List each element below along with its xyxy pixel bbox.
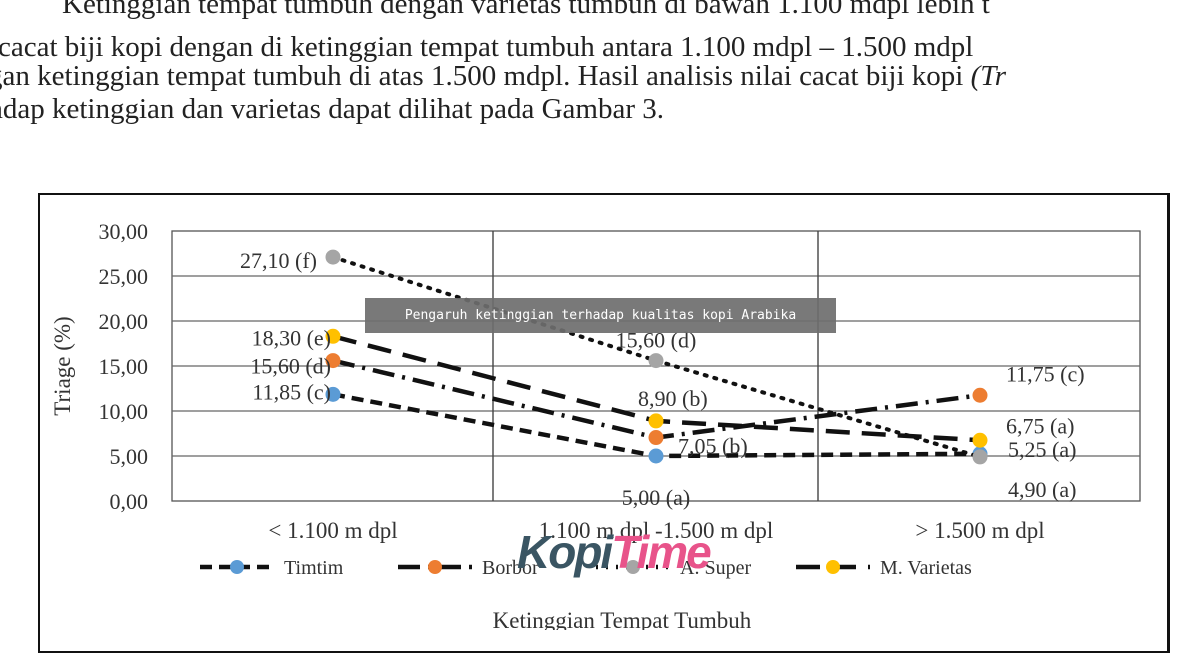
caption-banner: Pengaruh ketinggian terhadap kualitas ko… bbox=[365, 298, 836, 333]
data-label: 7,05 (b) bbox=[678, 434, 748, 459]
y-tick-label: 5,00 bbox=[110, 444, 149, 469]
y-axis-label: Triage (%) bbox=[50, 316, 75, 415]
data-label: 5,25 (a) bbox=[1008, 437, 1076, 462]
y-tick-label: 20,00 bbox=[99, 309, 149, 334]
series-borbor: 15,60 (d) 7,05 (b) 11,75 (c) bbox=[250, 353, 1085, 459]
data-label: 5,00 (a) bbox=[622, 485, 690, 510]
legend-label: Borbor bbox=[482, 557, 539, 579]
legend-marker bbox=[428, 560, 442, 574]
data-point-marker bbox=[325, 328, 341, 344]
paragraph-line-4: adap ketinggian dan varietas dapat dilih… bbox=[0, 93, 664, 125]
data-point-marker bbox=[972, 387, 988, 403]
line-chart: 0,00 5,00 10,00 15,00 20,00 25,00 30,00 Triage… bbox=[50, 219, 1141, 630]
y-tick-label: 0,00 bbox=[110, 489, 149, 514]
paragraph-line-1: Ketinggian tempat tumbuh dengan varietas… bbox=[62, 0, 990, 20]
chart-series: 11,85 (c) 5,00 (a) 5,25 (a) 15,60 (d) 7,05 (… bbox=[240, 248, 1085, 510]
y-axis-ticks: 0,00 5,00 10,00 15,00 20,00 25,00 30,00 bbox=[99, 219, 149, 514]
data-point-marker bbox=[972, 449, 988, 465]
legend-label: M. Varietas bbox=[880, 557, 972, 579]
logo-time: Time bbox=[611, 526, 712, 578]
data-point-marker bbox=[325, 249, 341, 265]
x-tick-label: 1.100 m dpl -1.500 m dpl bbox=[539, 518, 773, 543]
data-label: 15,60 (d) bbox=[250, 354, 331, 379]
paragraph-line-2: cacat biji kopi dengan di ketinggian tem… bbox=[0, 31, 974, 63]
legend-label: Timtim bbox=[284, 557, 344, 579]
y-tick-label: 30,00 bbox=[99, 219, 149, 244]
series-timtim: 11,85 (c) 5,00 (a) 5,25 (a) bbox=[252, 379, 1076, 510]
series-m-varietas: 18,30 (e) 8,90 (b) 6,75 (a) bbox=[252, 325, 1074, 448]
paragraph-line-3: gan ketinggian tempat tumbuh di atas 1.5… bbox=[0, 60, 1006, 92]
y-tick-label: 10,00 bbox=[99, 399, 149, 424]
data-point-marker bbox=[325, 353, 341, 369]
legend-marker bbox=[230, 560, 244, 574]
data-label: 4,90 (a) bbox=[1008, 477, 1076, 502]
chart-legend: Timtim Borbor A. Super M. Varietas bbox=[200, 557, 972, 579]
x-tick-label: > 1.500 m dpl bbox=[915, 518, 1044, 543]
series-a-super: 27,10 (f) 15,60 (d) 4,90 (a) bbox=[240, 248, 1076, 502]
x-axis-label: Ketinggian Tempat Tumbuh bbox=[493, 608, 752, 630]
legend-label: A. Super bbox=[680, 557, 751, 579]
data-point-marker bbox=[325, 386, 341, 402]
paragraph-line-3-text: gan ketinggian tempat tumbuh di atas 1.5… bbox=[0, 60, 971, 92]
data-label: 27,10 (f) bbox=[240, 248, 317, 273]
legend-item: A. Super bbox=[596, 557, 751, 579]
data-point-marker bbox=[648, 353, 664, 369]
legend-item: Borbor bbox=[398, 557, 539, 579]
data-label: 11,85 (c) bbox=[252, 379, 331, 404]
data-point-marker bbox=[648, 413, 664, 429]
x-axis-ticks: < 1.100 m dpl 1.100 m dpl -1.500 m dpl > 1… bbox=[268, 518, 1044, 543]
y-tick-label: 25,00 bbox=[99, 264, 149, 289]
legend-marker bbox=[826, 560, 840, 574]
data-point-marker bbox=[648, 448, 664, 464]
logo-kopi: Kopi bbox=[517, 526, 613, 578]
data-label: 8,90 (b) bbox=[638, 386, 708, 411]
legend-item: Timtim bbox=[200, 557, 344, 579]
legend-item: M. Varietas bbox=[796, 557, 972, 579]
legend-marker bbox=[626, 560, 640, 574]
data-point-marker bbox=[648, 430, 664, 446]
paragraph-italic-term: (Tr bbox=[970, 60, 1007, 92]
chart-grid bbox=[171, 230, 1141, 502]
data-point-marker bbox=[972, 432, 988, 448]
kopitime-logo: KopiTime bbox=[517, 526, 712, 578]
y-tick-label: 15,00 bbox=[99, 354, 149, 379]
x-tick-label: < 1.100 m dpl bbox=[268, 518, 397, 543]
data-label: 6,75 (a) bbox=[1006, 413, 1074, 438]
data-label: 18,30 (e) bbox=[252, 325, 331, 350]
data-label: 11,75 (c) bbox=[1006, 361, 1085, 386]
